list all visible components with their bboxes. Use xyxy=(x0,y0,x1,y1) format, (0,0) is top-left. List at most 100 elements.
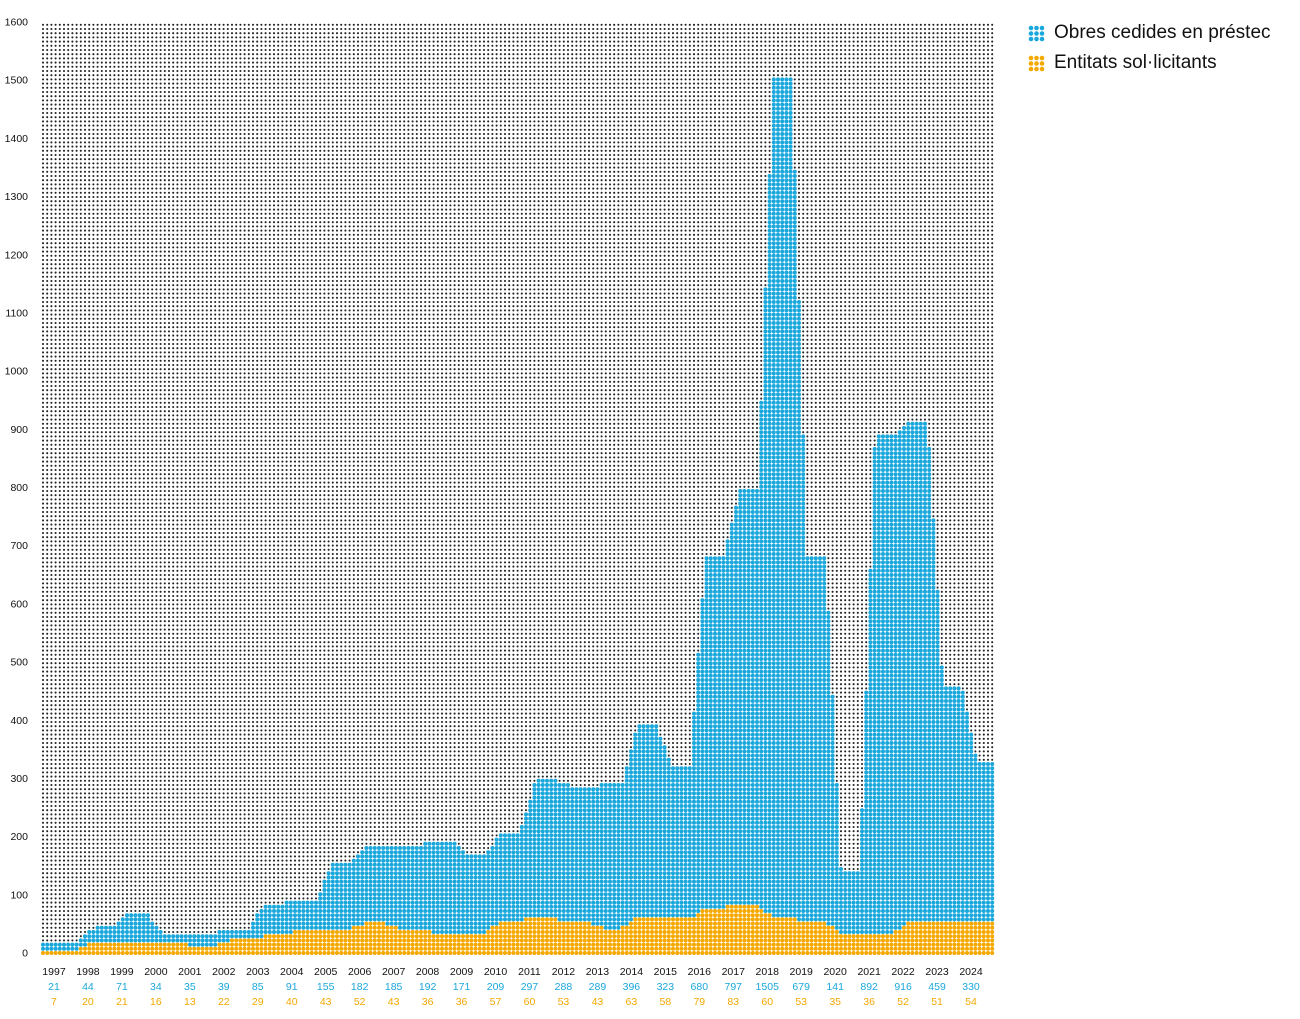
area-column-entitats-2024 xyxy=(960,921,995,955)
data-label-obres: 155 xyxy=(317,981,335,993)
data-label-obres: 289 xyxy=(589,981,607,993)
x-tick-label: 2019 xyxy=(790,966,814,978)
swatch-dot xyxy=(1028,55,1034,60)
data-label-entitats: 21 xyxy=(116,996,128,1008)
area-column-entitats-2014 xyxy=(620,917,654,955)
data-label-obres: 192 xyxy=(419,981,437,993)
area-column-entitats-2001 xyxy=(179,942,213,955)
data-label-entitats: 52 xyxy=(897,996,909,1008)
area-column-obres-1998 xyxy=(78,925,113,947)
y-tick-label: 1400 xyxy=(5,133,29,145)
area-column-obres-2000 xyxy=(146,913,180,943)
y-tick-label: 700 xyxy=(10,540,28,552)
data-label-obres: 141 xyxy=(826,981,844,993)
area-column-entitats-2017 xyxy=(721,904,755,955)
data-label-entitats: 57 xyxy=(490,996,502,1008)
area-column-obres-2020 xyxy=(822,556,860,934)
swatch-dot xyxy=(1028,60,1034,66)
data-label-entitats: 60 xyxy=(761,996,773,1008)
area-column-entitats-2002 xyxy=(213,938,247,955)
data-label-obres: 85 xyxy=(252,981,264,993)
area-column-obres-2009 xyxy=(452,841,486,934)
data-label-entitats: 43 xyxy=(592,996,604,1008)
swatch-dot xyxy=(1028,66,1034,71)
dot-grid-background xyxy=(41,23,994,955)
legend-label-obres: Obres cedides en préstec xyxy=(1054,22,1271,43)
data-label-obres: 71 xyxy=(116,981,128,993)
area-column-entitats-2008 xyxy=(414,930,453,955)
data-label-obres: 797 xyxy=(725,981,743,993)
data-label-obres: 171 xyxy=(453,981,471,993)
area-column-entitats-1998 xyxy=(78,942,113,955)
data-label-obres: 330 xyxy=(962,981,980,993)
x-tick-label: 2024 xyxy=(959,966,983,978)
data-label-obres: 185 xyxy=(385,981,403,993)
data-label-obres: 21 xyxy=(48,981,60,993)
series-area-obres xyxy=(41,77,995,951)
legend: Obres cedides en préstec Entitats sol·li… xyxy=(1028,18,1271,78)
y-axis-ticks: 0 100 200 300 400 500 600 700 800 900 1000 1100 1200… xyxy=(5,17,29,960)
area-column-obres-2015 xyxy=(654,724,688,918)
x-tick-label: 2014 xyxy=(620,966,644,978)
data-label-entitats: 53 xyxy=(795,996,807,1008)
x-tick-label: 2006 xyxy=(348,966,372,978)
area-column-obres-2022 xyxy=(893,421,927,930)
data-label-entitats: 35 xyxy=(829,996,841,1008)
area-column-entitats-2007 xyxy=(381,921,415,955)
swatch-dot xyxy=(1039,25,1045,30)
swatch-dot xyxy=(1034,55,1039,60)
area-column-obres-2016 xyxy=(687,556,722,918)
x-tick-label: 2017 xyxy=(722,966,746,978)
y-tick-label: 1100 xyxy=(5,307,28,319)
area-column-obres-2023 xyxy=(927,447,961,922)
data-label-entitats: 51 xyxy=(931,996,943,1008)
y-tick-label: 1600 xyxy=(5,17,29,29)
data-label-entitats: 7 xyxy=(51,996,57,1008)
data-label-obres: 182 xyxy=(351,981,369,993)
legend-swatch-obres-icon xyxy=(1028,25,1045,41)
area-column-obres-2008 xyxy=(414,841,453,934)
data-label-entitats: 36 xyxy=(456,996,468,1008)
area-column-entitats-2005 xyxy=(314,930,348,955)
swatch-dot xyxy=(1034,25,1039,30)
data-label-obres: 288 xyxy=(555,981,573,993)
y-tick-label: 400 xyxy=(10,715,28,727)
area-column-obres-2007 xyxy=(381,846,415,930)
grid-dots xyxy=(41,23,994,955)
legend-label-entitats: Entitats sol·licitants xyxy=(1054,52,1217,73)
x-tick-label: 2003 xyxy=(246,966,270,978)
area-column-obres-1997 xyxy=(41,942,79,951)
swatch-dot xyxy=(1039,66,1045,71)
area-column-entitats-2022 xyxy=(893,921,927,955)
data-label-obres: 297 xyxy=(521,981,539,993)
data-label-entitats: 83 xyxy=(727,996,739,1008)
data-label-obres: 44 xyxy=(82,981,94,993)
data-label-obres: 91 xyxy=(286,981,298,993)
data-label-obres: 892 xyxy=(860,981,878,993)
y-tick-label: 900 xyxy=(10,424,28,436)
x-tick-label: 2005 xyxy=(314,966,338,978)
area-column-obres-2002 xyxy=(213,930,247,947)
area-column-entitats-2012 xyxy=(553,917,587,955)
x-tick-label: 2015 xyxy=(654,966,678,978)
swatch-dot xyxy=(1034,30,1039,36)
data-label-entitats: 58 xyxy=(659,996,671,1008)
data-label-obres: 34 xyxy=(150,981,162,993)
x-tick-label: 2004 xyxy=(280,966,304,978)
area-column-obres-2003 xyxy=(246,904,281,939)
data-label-entitats: 79 xyxy=(693,996,705,1008)
data-label-obres: 396 xyxy=(623,981,641,993)
area-column-entitats-2015 xyxy=(654,917,688,955)
area-column-obres-2011 xyxy=(519,778,554,922)
x-tick-label: 2009 xyxy=(450,966,474,978)
area-column-obres-2021 xyxy=(860,434,894,934)
x-tick-label: 1997 xyxy=(42,966,66,978)
data-label-entitats: 54 xyxy=(965,996,977,1008)
area-column-obres-2018 xyxy=(755,77,789,918)
x-tick-label: 2020 xyxy=(823,966,847,978)
x-tick-label: 2013 xyxy=(586,966,610,978)
data-label-entitats: 22 xyxy=(218,996,230,1008)
legend-item-entitats: Entitats sol·licitants xyxy=(1028,48,1271,78)
area-column-entitats-2000 xyxy=(146,942,180,955)
x-tick-label: 2000 xyxy=(144,966,168,978)
